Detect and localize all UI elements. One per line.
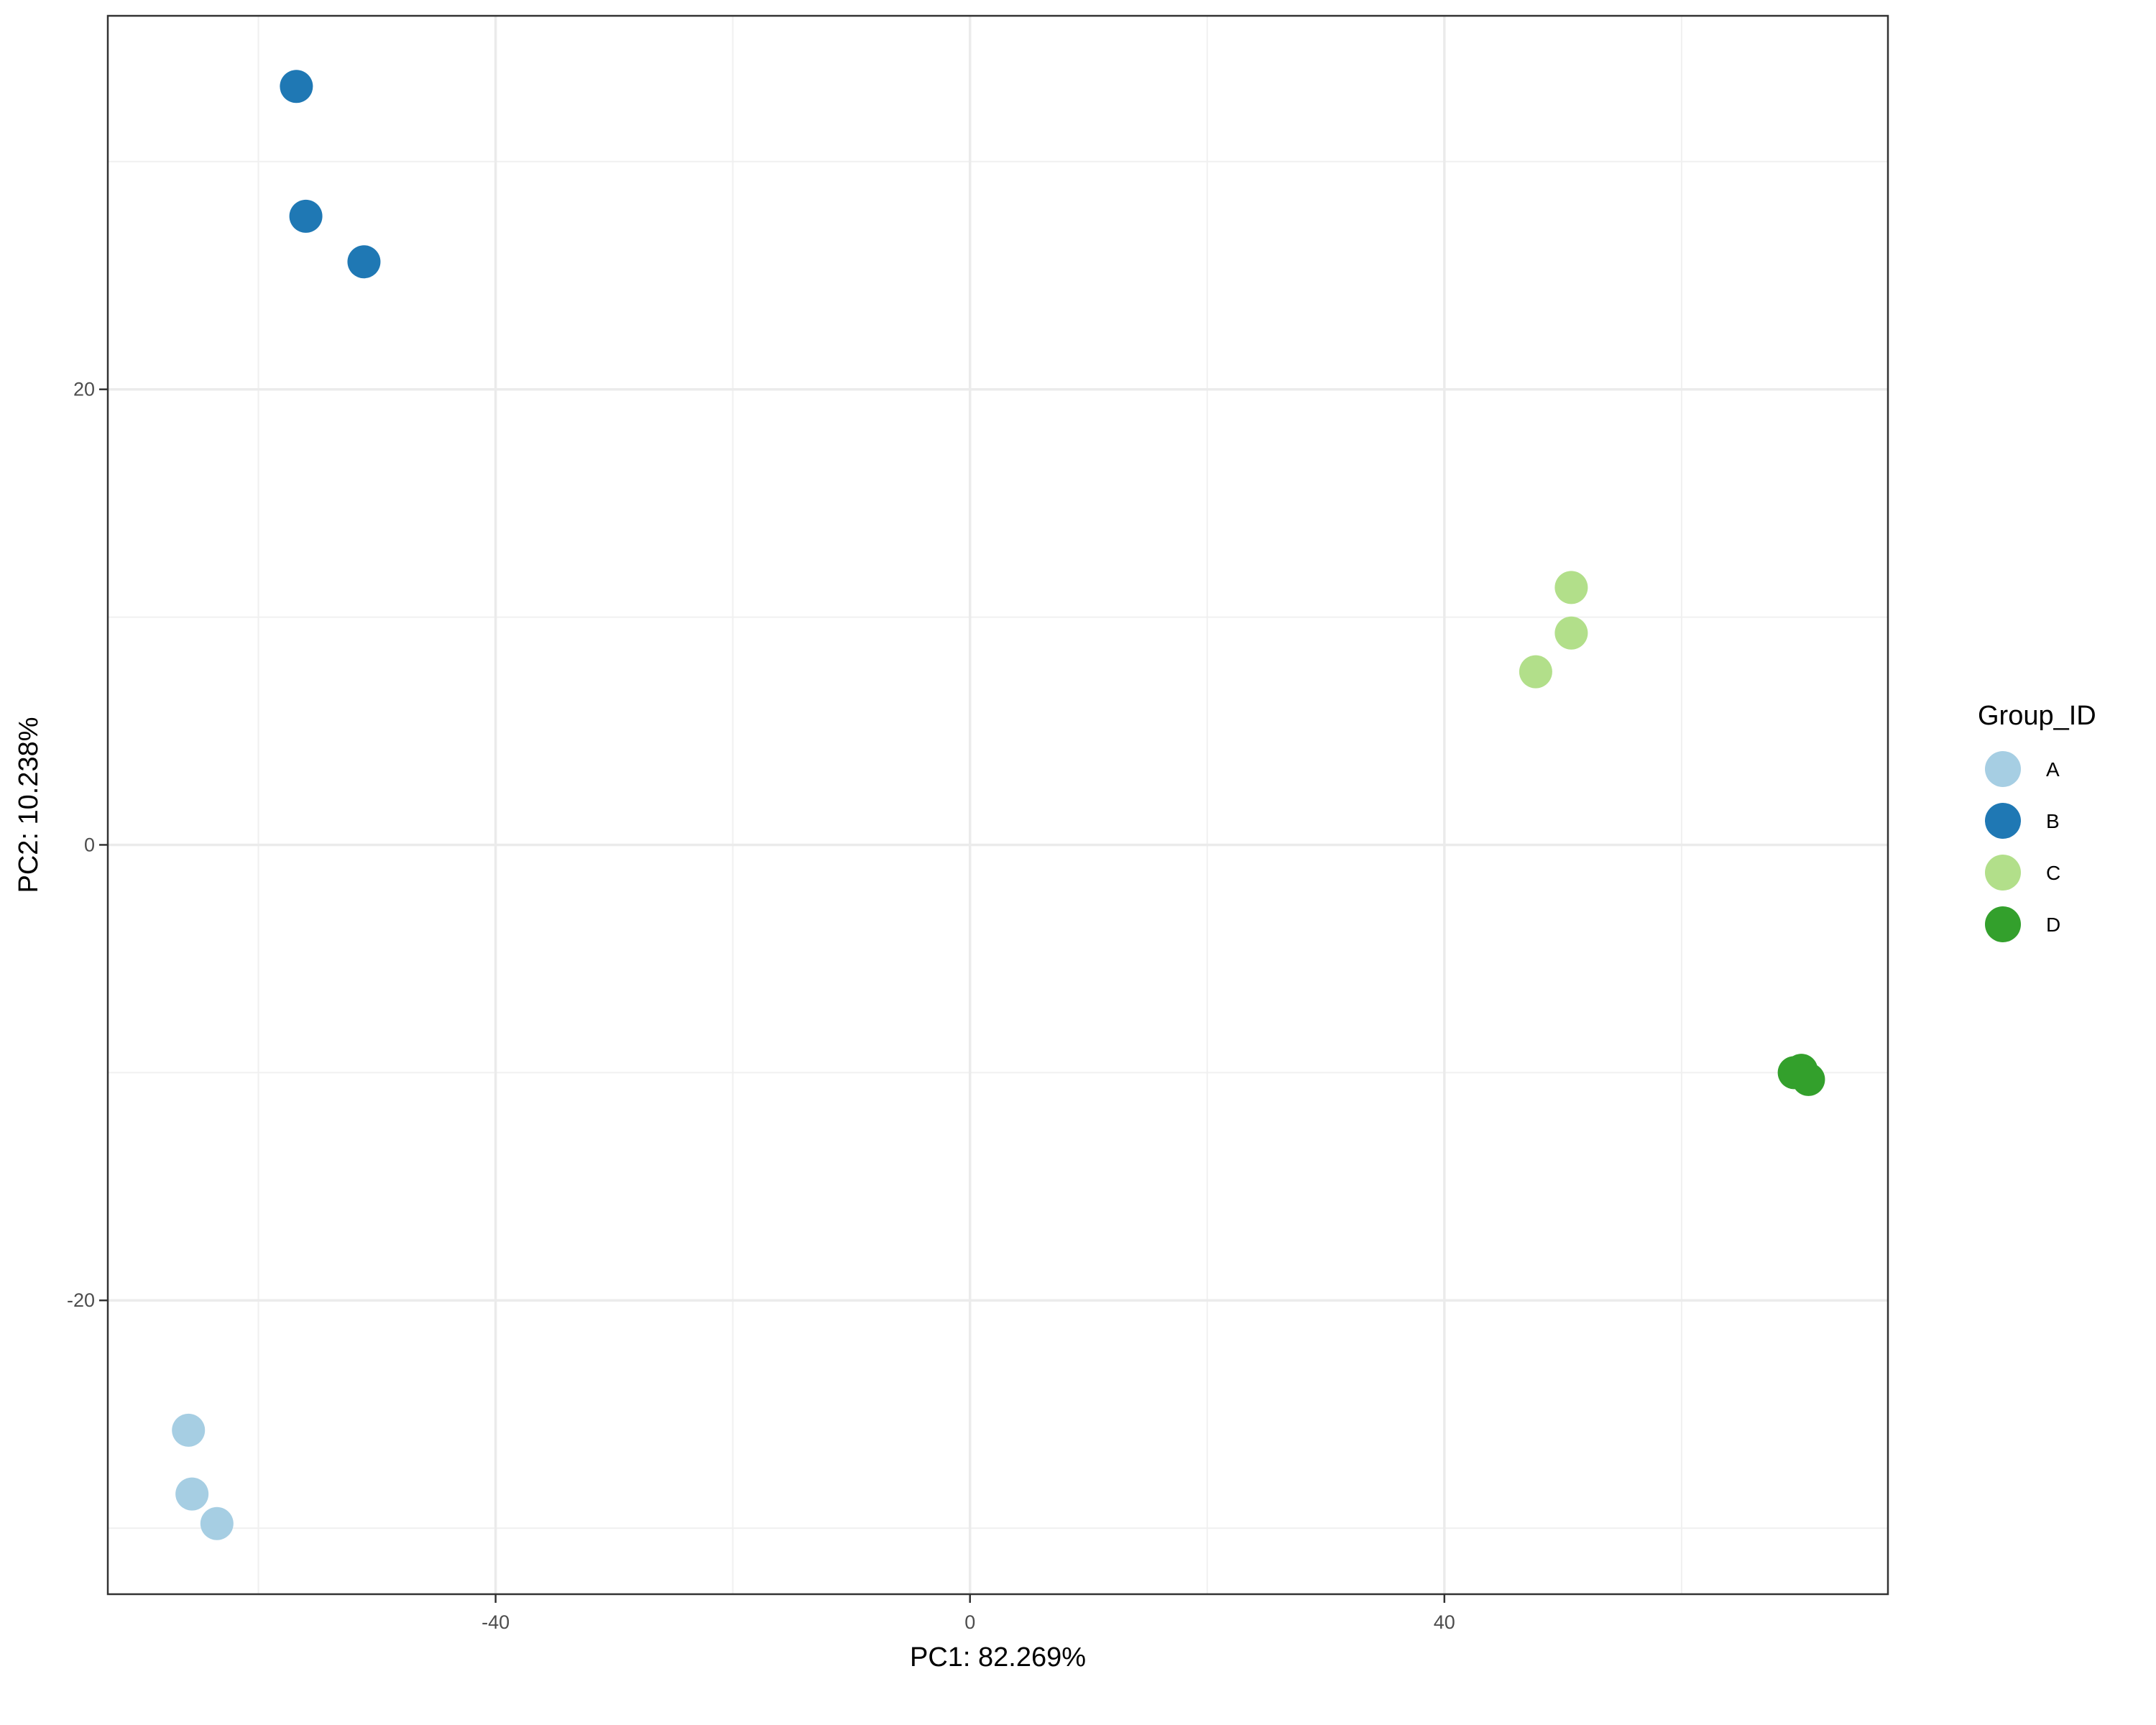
legend-label-C: C <box>2046 862 2060 884</box>
legend: Group_ID A B C D <box>1978 701 2096 942</box>
point-B <box>280 70 313 104</box>
panel-border <box>106 14 1889 1596</box>
point-B <box>347 245 381 279</box>
x-axis-title: PC1: 82.269% <box>910 1642 1086 1673</box>
legend-key-A <box>1985 751 2021 787</box>
axis-ticks: -40 0 40 -20 0 20 <box>67 379 1455 1633</box>
y-tick-label: 0 <box>84 834 95 855</box>
legend-label-B: B <box>2046 810 2060 832</box>
panel-background <box>108 16 1888 1594</box>
legend-label-A: A <box>2046 758 2060 781</box>
point-D <box>1792 1062 1825 1096</box>
point-A <box>200 1506 234 1540</box>
x-tick-label: -40 <box>482 1611 510 1633</box>
data-points <box>172 70 1825 1540</box>
point-C <box>1519 655 1552 689</box>
y-tick-label: -20 <box>67 1289 95 1311</box>
grid <box>108 16 1888 1594</box>
x-tick-label: 40 <box>1434 1611 1455 1633</box>
point-C <box>1554 571 1588 604</box>
point-A <box>175 1477 209 1511</box>
x-tick-label: 0 <box>964 1611 975 1633</box>
y-axis-title: PC2: 10.238% <box>14 717 44 893</box>
y-tick-label: 20 <box>73 379 95 400</box>
legend-key-C <box>1985 855 2021 891</box>
legend-key-D <box>1985 906 2021 942</box>
point-A <box>172 1413 206 1447</box>
point-B <box>289 199 323 233</box>
legend-title: Group_ID <box>1978 701 2096 731</box>
point-C <box>1554 616 1588 650</box>
legend-key-B <box>1985 803 2021 839</box>
legend-label-D: D <box>2046 914 2060 936</box>
